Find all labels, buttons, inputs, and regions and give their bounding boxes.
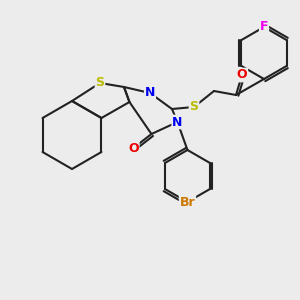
Text: N: N: [145, 86, 155, 100]
Text: S: S: [95, 76, 104, 89]
Text: F: F: [260, 20, 268, 34]
Text: S: S: [190, 100, 199, 113]
Text: Br: Br: [180, 196, 195, 208]
Text: N: N: [172, 116, 183, 128]
Text: O: O: [128, 142, 139, 154]
Text: O: O: [237, 68, 247, 82]
